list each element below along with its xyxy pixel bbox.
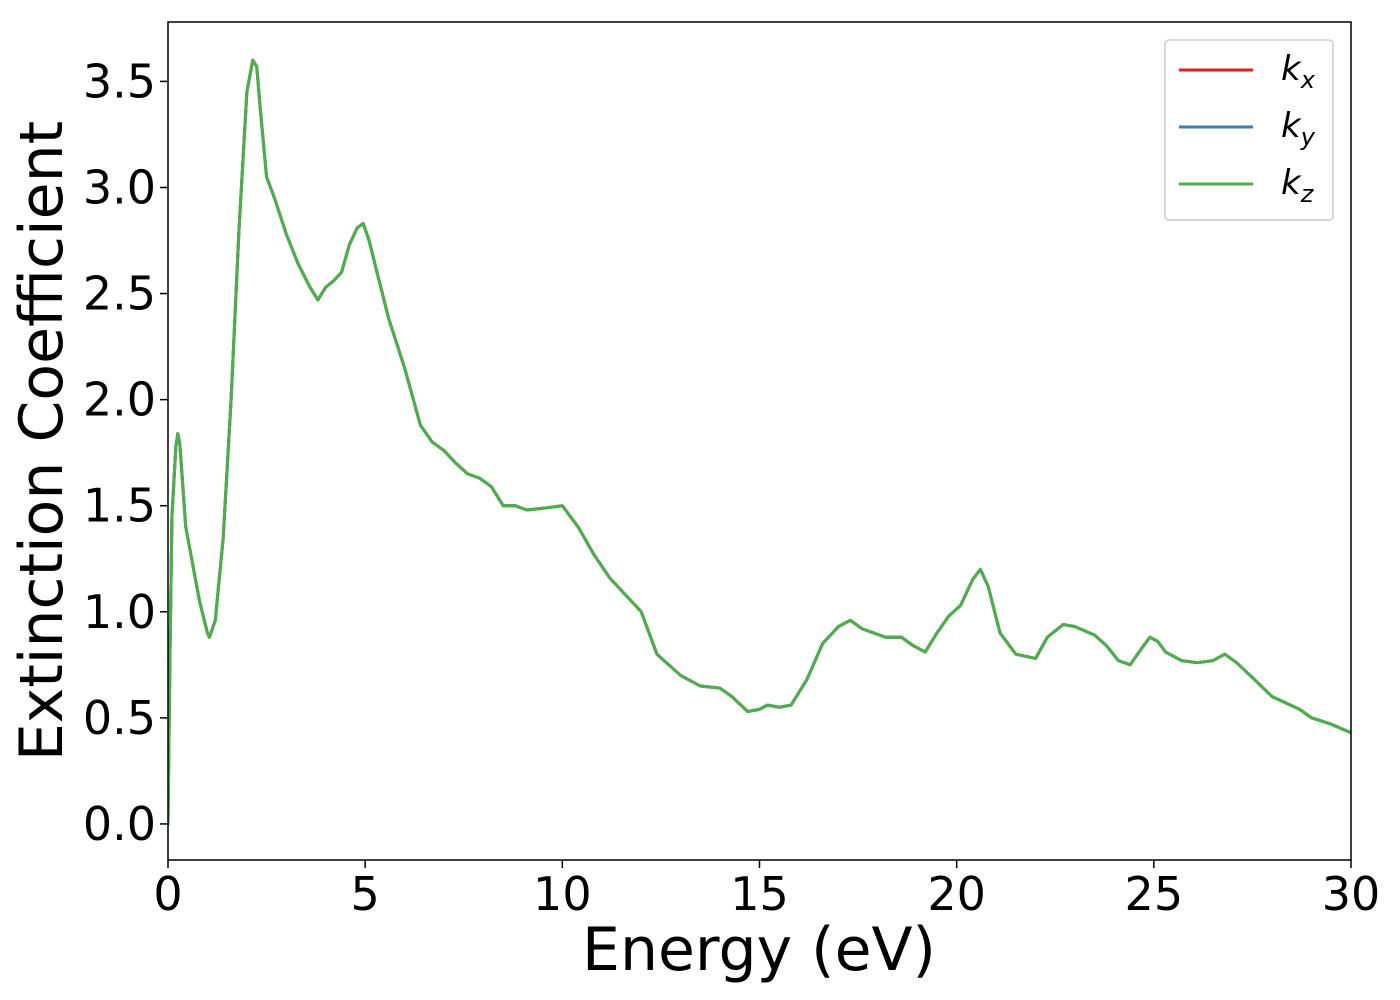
y-tick-label: 3.5 — [83, 54, 156, 108]
x-tick-label: 15 — [730, 867, 789, 921]
y-tick-label: 2.5 — [83, 267, 156, 321]
series-line-kz — [168, 58, 1351, 826]
y-tick-label: 0.0 — [83, 797, 156, 851]
y-tick-label: 1.5 — [83, 479, 156, 533]
y-tick-label: 0.5 — [83, 691, 156, 745]
x-tick-label: 30 — [1322, 867, 1381, 921]
x-tick-label: 10 — [533, 867, 592, 921]
x-axis-ticks: 0 5 10 15 20 25 30 — [153, 860, 1380, 921]
y-tick-label: 2.0 — [83, 373, 156, 427]
x-tick-label: 25 — [1125, 867, 1184, 921]
y-tick-label: 3.0 — [83, 160, 156, 214]
x-tick-label: 0 — [153, 867, 182, 921]
legend-label-subscript: z — [1300, 180, 1315, 208]
series-layer — [168, 58, 1351, 826]
legend-frame — [1164, 39, 1334, 221]
legend-label-subscript: x — [1300, 66, 1316, 94]
legend-label-ky: ky — [1281, 106, 1316, 151]
x-tick-label: 5 — [351, 867, 380, 921]
legend-label-base: k — [1281, 163, 1302, 203]
x-axis-title: Energy (eV) — [582, 915, 936, 985]
x-tick-label: 20 — [927, 867, 986, 921]
legend-label-subscript: y — [1300, 123, 1316, 151]
y-axis-ticks: 0.0 0.5 1.0 1.5 2.0 2.5 3.0 3.5 — [83, 54, 168, 851]
legend-label-kz: kz — [1281, 163, 1315, 208]
y-axis-title: Extinction Coefficient — [7, 121, 77, 761]
legend-label-base: k — [1281, 106, 1302, 146]
y-tick-label: 1.0 — [83, 585, 156, 639]
legend-label-base: k — [1281, 49, 1302, 89]
legend-label-kx: kx — [1281, 49, 1316, 94]
